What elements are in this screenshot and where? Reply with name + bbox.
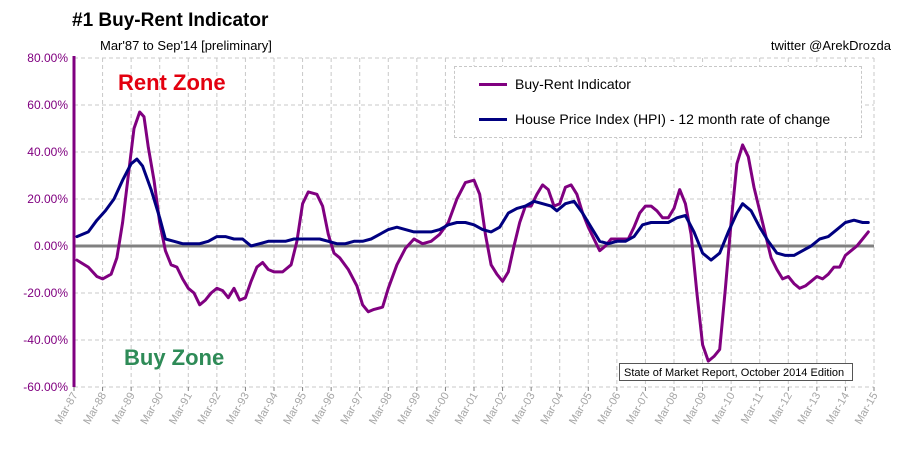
- rent-zone-label: Rent Zone: [118, 70, 226, 95]
- x-axis-tick-labels: Mar-87 Mar-88 Mar-89 Mar-90 Mar-91 Mar-92 Mar-…: [53, 390, 881, 426]
- buy-zone-label: Buy Zone: [124, 345, 225, 370]
- credit-text: twitter @ArekDrozda: [770, 38, 891, 53]
- x-tick-label: Mar-13: [796, 391, 824, 427]
- x-tick-label: Mar-02: [481, 390, 509, 426]
- x-tick-label: Mar-10: [710, 391, 738, 427]
- x-tick-label: Mar-94: [253, 391, 281, 427]
- y-tick-label: 40.00%: [27, 145, 68, 159]
- chart-subtitle: Mar'87 to Sep'14 [preliminary]: [100, 38, 272, 53]
- source-note: State of Market Report, October 2014 Edi…: [619, 363, 853, 381]
- series-line-buy-rent: [75, 110, 870, 363]
- x-tick-label: Mar-14: [824, 391, 852, 427]
- legend-swatch-buy-rent: [479, 82, 507, 86]
- legend-item-buy-rent: Buy-Rent Indicator: [479, 74, 631, 94]
- series-line-hpi: [75, 157, 870, 262]
- x-tick-label: Mar-06: [596, 391, 624, 427]
- axes: [72, 56, 875, 391]
- legend-label-buy-rent: Buy-Rent Indicator: [515, 76, 631, 92]
- x-tick-label: Mar-11: [739, 391, 766, 426]
- x-tick-label: Mar-97: [338, 391, 366, 427]
- y-tick-label: -60.00%: [23, 380, 68, 394]
- x-tick-label: Mar-93: [224, 391, 252, 427]
- legend-item-hpi: House Price Index (HPI) - 12 month rate …: [479, 109, 830, 129]
- x-tick-label: Mar-01: [453, 391, 481, 427]
- x-tick-label: Mar-07: [624, 391, 652, 427]
- legend-label-hpi: House Price Index (HPI) - 12 month rate …: [515, 111, 831, 127]
- x-tick-label: Mar-09: [681, 391, 709, 427]
- chart-title: #1 Buy-Rent Indicator: [72, 10, 269, 31]
- x-tick-label: Mar-05: [567, 391, 595, 427]
- x-tick-label: Mar-87: [53, 391, 81, 427]
- x-tick-label: Mar-98: [367, 391, 395, 427]
- y-tick-label: -40.00%: [23, 333, 68, 347]
- legend: Buy-Rent Indicator House Price Index (HP…: [454, 66, 862, 138]
- y-tick-label: 80.00%: [27, 51, 68, 65]
- y-tick-label: 60.00%: [27, 98, 68, 112]
- x-tick-label: Mar-95: [281, 391, 309, 427]
- x-tick-label: Mar-08: [653, 391, 681, 427]
- x-tick-label: Mar-91: [167, 391, 195, 427]
- y-tick-label: 0.00%: [34, 239, 68, 253]
- x-tick-label: Mar-15: [853, 391, 881, 427]
- x-tick-label: Mar-96: [310, 391, 338, 427]
- legend-swatch-hpi: [479, 117, 507, 121]
- x-tick-label: Mar-88: [81, 391, 109, 427]
- y-tick-label: -20.00%: [23, 286, 68, 300]
- x-tick-label: Mar-90: [138, 391, 166, 427]
- y-tick-label: 20.00%: [27, 192, 68, 206]
- x-tick-label: Mar-12: [767, 391, 795, 427]
- x-tick-label: Mar-99: [396, 391, 424, 427]
- x-tick-label: Mar-89: [110, 391, 138, 427]
- y-axis-tick-labels: 80.00% 60.00% 40.00% 20.00% 0.00% -20.00% -40.…: [23, 51, 68, 394]
- x-tick-label: Mar-00: [424, 391, 452, 427]
- x-tick-label: Mar-92: [196, 391, 224, 427]
- x-tick-label: Mar-03: [510, 391, 538, 427]
- series-lines: [75, 110, 870, 363]
- x-tick-label: Mar-04: [538, 391, 566, 427]
